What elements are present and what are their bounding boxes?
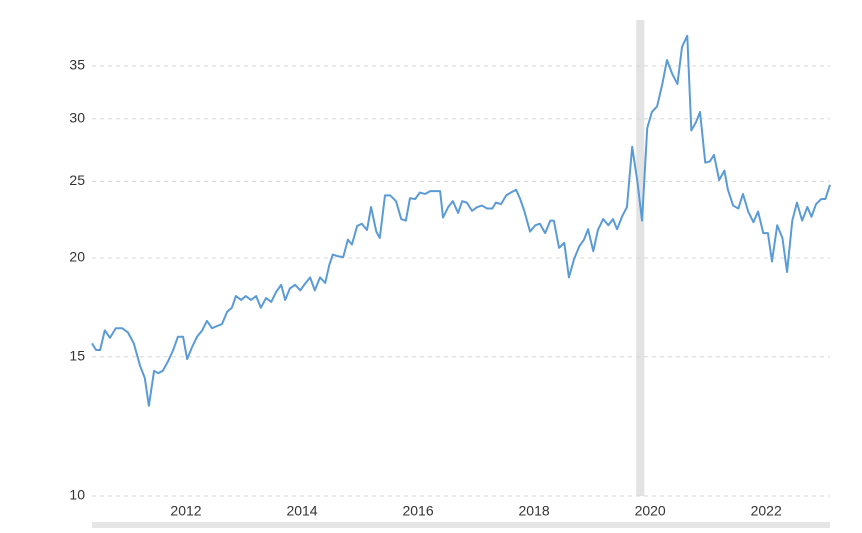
shaded-region: [636, 20, 645, 496]
y-tick-label: 10: [69, 487, 85, 503]
y-tick-label: 20: [69, 249, 85, 265]
navigator-bar: [92, 522, 830, 528]
x-tick-label: 2020: [635, 503, 666, 519]
x-tick-label: 2022: [751, 503, 782, 519]
y-tick-label: 25: [69, 172, 85, 188]
y-tick-label: 15: [69, 347, 85, 363]
x-tick-label: 2016: [402, 503, 433, 519]
y-tick-label: 35: [69, 57, 85, 73]
x-tick-label: 2012: [170, 503, 201, 519]
x-tick-label: 2018: [519, 503, 550, 519]
line: [91, 34, 831, 407]
y-tick-label: 30: [69, 109, 85, 125]
x-tick-label: 2014: [286, 503, 317, 519]
